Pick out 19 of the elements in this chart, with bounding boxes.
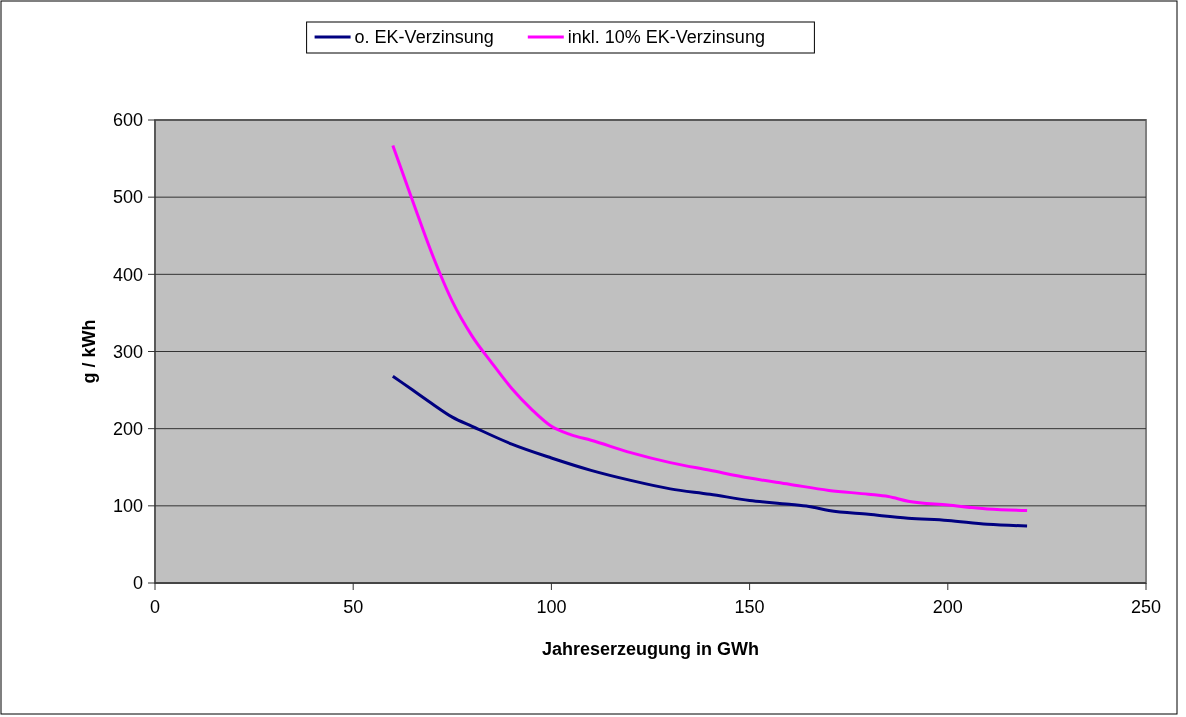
line-series [391,374,1029,528]
line-series [391,143,1029,512]
legend-label: o. EK-Verzinsung [354,27,494,48]
x-tick-label: 0 [149,597,161,617]
y-tick-label: 0 [132,573,143,594]
x-tick-label: 100 [536,597,567,617]
x-tick-label: 150 [734,597,765,617]
y-tick-label: 200 [112,418,143,439]
y-axis-title: g / kWh [79,319,99,384]
x-tick-label: 200 [932,597,963,617]
y-tick-label: 500 [112,187,143,208]
x-axis-title: Jahreserzeugung in GWh [541,639,760,659]
y-tick-label: 100 [112,496,143,517]
legend-label: inkl. 10% EK-Verzinsung [567,27,765,48]
x-tick-label: 50 [343,597,364,617]
x-tick-label: 250 [1130,597,1162,617]
y-tick-label: 300 [112,341,143,362]
y-tick-label: 600 [112,110,143,131]
y-tick-label: 400 [112,264,143,285]
